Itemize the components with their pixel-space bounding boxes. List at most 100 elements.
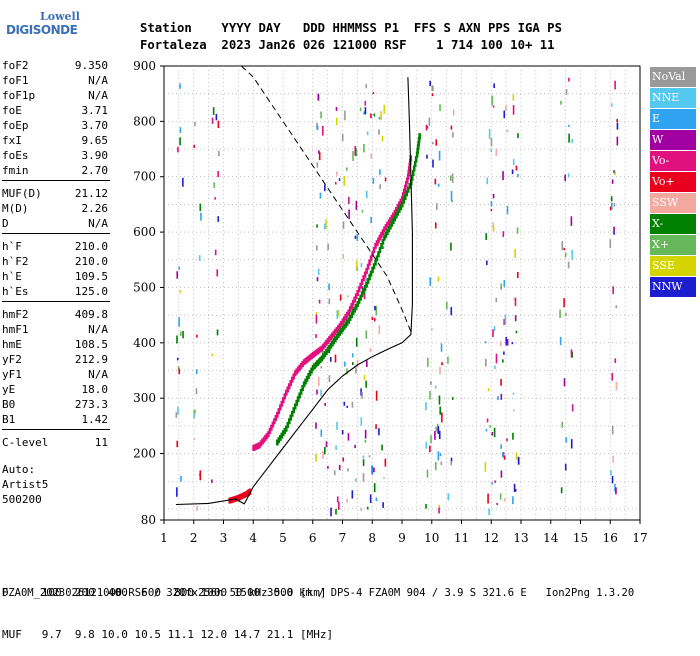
trace-point bbox=[337, 331, 340, 338]
echo-dash bbox=[363, 374, 366, 381]
param-row: yF1 N/A bbox=[2, 367, 108, 382]
trace-point bbox=[366, 263, 370, 270]
trace-point bbox=[359, 294, 362, 301]
trace-point bbox=[344, 321, 348, 328]
echo-dash bbox=[489, 425, 492, 428]
trace-point bbox=[381, 229, 385, 236]
trace-point bbox=[265, 433, 269, 440]
echo-dash bbox=[430, 435, 432, 444]
trace-point bbox=[374, 242, 377, 249]
echo-dash bbox=[450, 461, 453, 466]
echo-dash bbox=[513, 483, 516, 493]
trace-point bbox=[342, 323, 346, 330]
echo-dash bbox=[378, 325, 381, 335]
echo-dash bbox=[570, 216, 573, 226]
trace-point bbox=[273, 418, 276, 425]
echo-dash bbox=[318, 299, 321, 304]
echo-dash bbox=[435, 426, 437, 432]
trace-point bbox=[383, 226, 386, 233]
echo-dash bbox=[372, 91, 375, 94]
echo-dash bbox=[435, 139, 438, 146]
param-row: hmF1 N/A bbox=[2, 322, 108, 337]
trace-point bbox=[284, 425, 288, 432]
muf-row: MUF 9.7 9.8 10.0 10.5 11.1 12.0 14.7 21.… bbox=[2, 628, 334, 641]
legend-item: SSW bbox=[650, 193, 696, 213]
echo-dash bbox=[514, 489, 517, 492]
echo-dash bbox=[330, 507, 332, 517]
echo-dash bbox=[368, 455, 371, 458]
echo-dash bbox=[383, 476, 385, 479]
trace-point bbox=[357, 297, 361, 304]
echo-dash bbox=[196, 505, 198, 511]
echo-dash bbox=[609, 206, 612, 211]
x-tick-label: 15 bbox=[573, 531, 588, 545]
trace-point bbox=[310, 367, 313, 374]
echo-dash bbox=[505, 104, 507, 111]
echo-dash bbox=[431, 328, 433, 331]
param-value: 409.8 bbox=[74, 308, 108, 321]
echo-dash bbox=[440, 461, 443, 466]
echo-dash bbox=[338, 178, 341, 181]
echo-dash bbox=[486, 177, 489, 185]
trace-point bbox=[356, 301, 359, 308]
trace-point bbox=[369, 270, 373, 277]
y-tick-label: 300 bbox=[133, 391, 156, 405]
echo-dash bbox=[364, 107, 367, 115]
echo-dash bbox=[365, 330, 368, 339]
echo-dash bbox=[363, 143, 365, 153]
echo-dash bbox=[614, 358, 617, 363]
echo-dash bbox=[616, 122, 619, 130]
legend-item: X- bbox=[650, 214, 696, 234]
param-value: 18.0 bbox=[81, 383, 109, 396]
echo-dash bbox=[373, 483, 376, 493]
trace-point bbox=[350, 302, 354, 309]
param-value: 11 bbox=[94, 436, 108, 449]
echo-dash bbox=[335, 445, 337, 451]
trace-point bbox=[335, 334, 339, 341]
param-row: B1 1.42 bbox=[2, 412, 108, 427]
param-value: 21.12 bbox=[74, 187, 108, 200]
trace-point bbox=[411, 170, 415, 177]
echo-dash bbox=[611, 373, 614, 381]
trace-point bbox=[380, 231, 383, 238]
echo-dash bbox=[426, 154, 428, 159]
echo-dash bbox=[438, 507, 440, 514]
echo-dash bbox=[195, 369, 198, 375]
trace-point bbox=[276, 411, 279, 418]
trace-point bbox=[375, 255, 379, 262]
echo-dash bbox=[431, 85, 434, 91]
trace-point bbox=[371, 266, 374, 273]
trace-point bbox=[268, 427, 272, 434]
trace-point bbox=[363, 271, 367, 278]
autoscale-label: Auto: bbox=[2, 463, 36, 476]
echo-dash bbox=[194, 409, 196, 414]
trace-point bbox=[258, 442, 261, 449]
echo-dash bbox=[175, 412, 178, 418]
echo-dash bbox=[502, 231, 505, 237]
true-height-profile bbox=[175, 77, 413, 506]
echo-dash bbox=[346, 167, 348, 171]
trace-point bbox=[319, 346, 322, 353]
y-tick-label: 500 bbox=[133, 280, 156, 294]
echo-dash bbox=[316, 245, 318, 251]
trace-point bbox=[314, 361, 318, 368]
echo-dash bbox=[491, 482, 493, 485]
trace-point bbox=[378, 247, 382, 254]
echo-dash bbox=[322, 125, 324, 136]
param-value: N/A bbox=[88, 74, 108, 87]
echo-dash bbox=[346, 368, 348, 375]
echo-dash bbox=[317, 93, 320, 101]
echo-dash bbox=[503, 110, 506, 119]
trace-point bbox=[392, 212, 395, 219]
echo-dash bbox=[217, 216, 220, 222]
legend-item: NNW bbox=[650, 277, 696, 297]
trace-point bbox=[311, 352, 315, 359]
echo-dash bbox=[356, 359, 359, 368]
echo-dash bbox=[512, 158, 515, 166]
echo-dash bbox=[564, 252, 567, 258]
trace-point bbox=[380, 242, 383, 249]
trace-point bbox=[401, 201, 404, 208]
echo-dash bbox=[515, 165, 518, 171]
trace-point bbox=[402, 188, 406, 195]
trace-point bbox=[241, 492, 245, 499]
